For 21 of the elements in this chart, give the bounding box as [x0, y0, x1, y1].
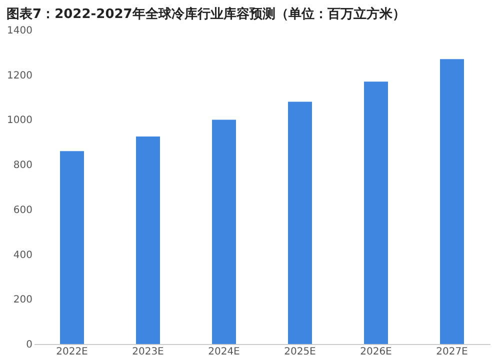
y-tick-label: 1000	[7, 115, 32, 126]
y-tick-label: 1200	[7, 70, 32, 82]
bar	[364, 82, 388, 344]
y-tick-label: 600	[13, 204, 32, 216]
bar	[212, 120, 236, 344]
x-tick-label: 2024E	[208, 346, 240, 358]
x-tick-label: 2022E	[56, 346, 88, 358]
x-tick-label: 2026E	[360, 346, 392, 358]
chart-title: 图表7：2022-2027年全球冷库行业库容预测（单位：百万立方米）	[6, 6, 406, 22]
y-tick-label: 1400	[7, 26, 32, 36]
y-tick-label: 400	[13, 250, 32, 261]
bar	[440, 59, 464, 344]
y-tick-label: 200	[13, 294, 32, 306]
x-tick-label: 2025E	[284, 346, 316, 358]
bar	[60, 151, 84, 344]
bar	[288, 102, 312, 344]
x-tick-label: 2023E	[132, 346, 164, 358]
bar	[136, 136, 160, 344]
y-tick-label: 0	[26, 340, 32, 350]
y-tick-label: 800	[13, 160, 32, 172]
x-tick-label: 2027E	[436, 346, 468, 358]
